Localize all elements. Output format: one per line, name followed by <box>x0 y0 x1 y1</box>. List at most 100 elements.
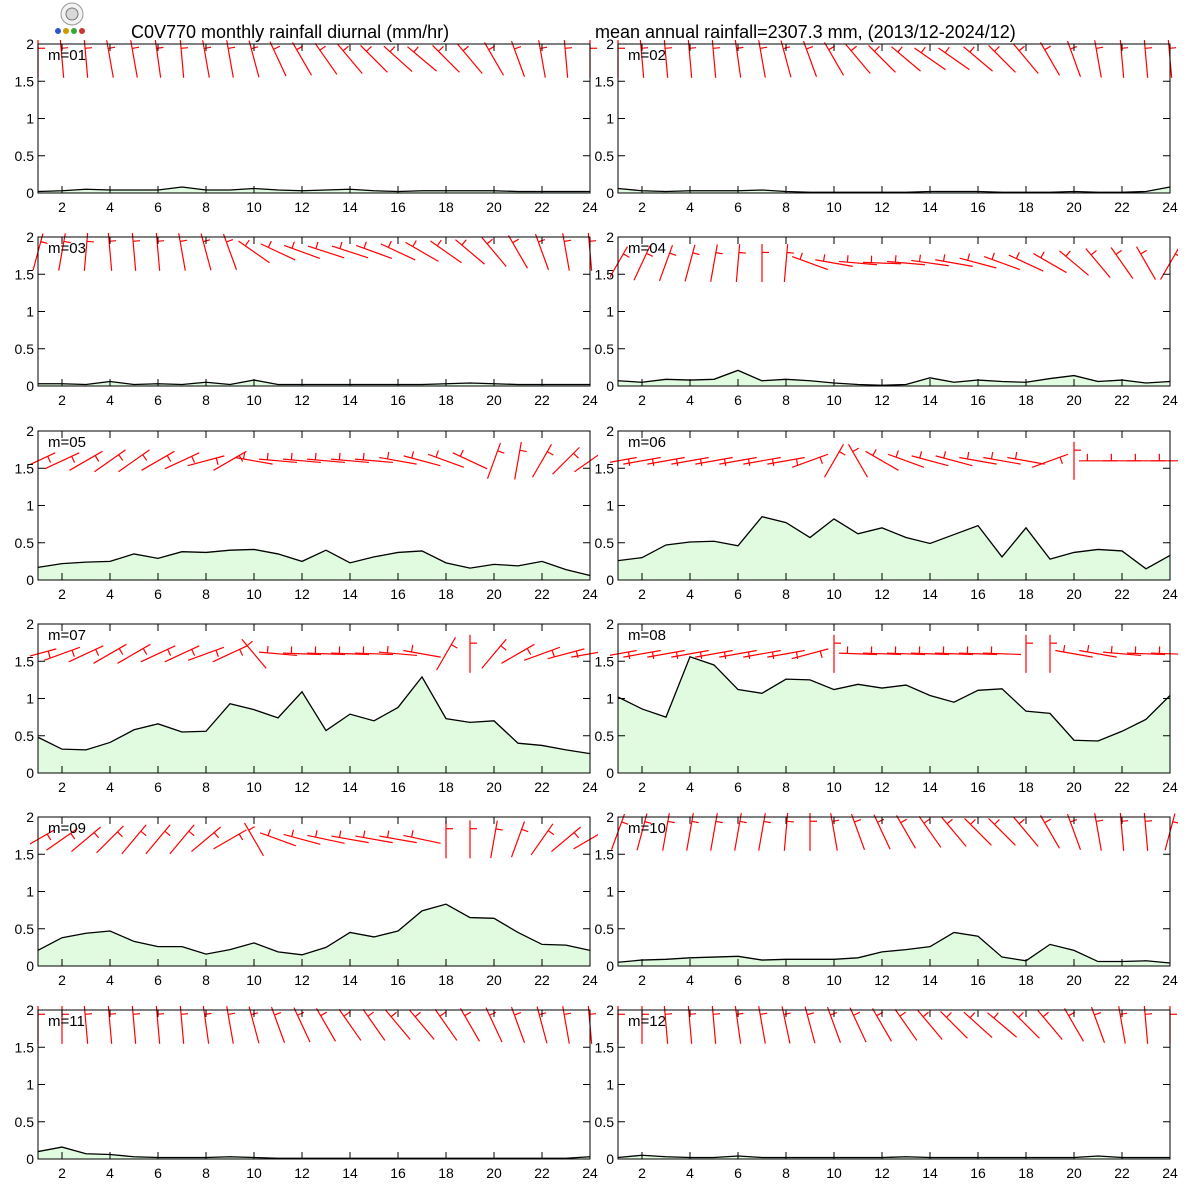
wind-barb <box>686 813 694 851</box>
y-tick-label: 0 <box>606 185 614 201</box>
y-tick-label: 0.5 <box>595 728 615 744</box>
x-tick-label: 10 <box>826 392 842 408</box>
x-tick-label: 2 <box>638 779 646 795</box>
x-tick-label: 14 <box>922 972 938 988</box>
wind-barb-tick <box>117 831 123 838</box>
y-tick-label: 1 <box>606 1077 614 1093</box>
wind-barb <box>895 815 917 849</box>
panel-m-11: 00.511.522 4 6 8 10 12 14 16 18 20 22 24m=11 <box>15 1002 598 1181</box>
wind-barb <box>815 259 853 267</box>
y-tick-label: 2 <box>26 616 34 632</box>
wind-barb <box>94 449 126 473</box>
wind-barb <box>179 40 185 78</box>
wind-barb <box>145 824 171 855</box>
wind-barb <box>1094 813 1102 851</box>
wind-barb-tick <box>713 1013 721 1015</box>
wind-barb <box>169 824 195 855</box>
x-tick-label: 16 <box>390 392 406 408</box>
x-tick-label: 2 <box>638 586 646 602</box>
wind-barb <box>647 456 685 465</box>
wind-barb <box>530 823 554 856</box>
wind-barb-tick <box>71 649 75 657</box>
wind-barb-tick <box>133 1013 141 1015</box>
wind-barb-tick <box>166 455 172 462</box>
wind-barb <box>719 456 757 465</box>
x-tick-label: 2 <box>638 199 646 215</box>
x-tick-label: 24 <box>1162 586 1178 602</box>
wind-barb-tick <box>238 833 244 841</box>
x-tick-label: 10 <box>246 1165 262 1181</box>
wind-barb-tick <box>338 830 342 838</box>
y-tick-label: 0.5 <box>595 148 615 164</box>
wind-barb-tick <box>386 830 390 838</box>
x-tick-label: 12 <box>294 392 310 408</box>
x-tick-label: 22 <box>534 392 550 408</box>
x-tick-label: 12 <box>294 779 310 795</box>
wind-barb <box>735 244 741 283</box>
wind-barb-tick <box>451 644 458 649</box>
rain-area <box>38 187 590 193</box>
x-tick-label: 4 <box>686 972 694 988</box>
y-tick-label: 1 <box>26 884 34 900</box>
wind-barb <box>935 455 973 467</box>
wind-barb <box>687 1006 693 1044</box>
wind-barb <box>459 1008 481 1042</box>
x-tick-label: 24 <box>582 1165 598 1181</box>
wind-barb <box>283 244 321 259</box>
y-tick-label: 0 <box>606 378 614 394</box>
wind-barb <box>259 651 297 657</box>
wind-barb-tick <box>819 456 823 464</box>
x-tick-label: 8 <box>202 1165 210 1181</box>
wind-barb <box>871 1008 893 1042</box>
wind-barb <box>164 452 200 470</box>
wind-barb <box>917 1009 943 1040</box>
x-tick-label: 20 <box>1066 972 1082 988</box>
wind-barb-tick <box>519 449 527 453</box>
wind-barb <box>307 245 345 259</box>
x-tick-label: 22 <box>1114 1165 1130 1181</box>
wind-barb-tick <box>47 650 51 658</box>
wind-barb <box>238 240 270 264</box>
wind-barb <box>379 835 417 844</box>
wind-barb <box>868 45 896 73</box>
wind-barbs <box>30 441 598 480</box>
wind-barbs <box>610 634 1178 673</box>
wind-barb-tick <box>627 458 631 466</box>
wind-barb <box>93 643 127 664</box>
wind-barb-tick <box>540 46 548 50</box>
wind-barb <box>380 243 416 261</box>
wind-barb-tick <box>760 1012 768 1016</box>
panel-frame <box>37 43 591 194</box>
wind-barb <box>270 1006 286 1043</box>
wind-barb-tick <box>70 832 76 840</box>
y-tick-label: 0 <box>606 572 614 588</box>
wind-barb <box>331 835 369 844</box>
wind-barb-tick <box>1145 1013 1153 1015</box>
wind-barb <box>154 40 162 78</box>
wind-barb-tick <box>1018 45 1025 52</box>
x-tick-label: 22 <box>1114 586 1130 602</box>
wind-barb-tick <box>459 449 464 457</box>
wind-barb-tick <box>274 1011 282 1016</box>
wind-barb <box>959 456 997 465</box>
rain-line <box>617 1154 1170 1159</box>
wind-barb-tick <box>461 239 467 246</box>
wind-barb <box>1037 1009 1063 1040</box>
wind-barbs <box>32 233 597 271</box>
x-tick-label: 12 <box>874 779 890 795</box>
x-tick-label: 4 <box>106 779 114 795</box>
wind-barb-tick <box>897 46 903 53</box>
wind-barb-tick <box>739 820 747 824</box>
y-tick-label: 1.5 <box>15 846 35 862</box>
x-tick-label: 2 <box>58 972 66 988</box>
wind-barb-tick <box>1175 253 1178 257</box>
wind-barb-tick <box>564 1012 572 1016</box>
x-tick-label: 8 <box>202 199 210 215</box>
wind-barb <box>758 813 766 851</box>
wind-barb <box>551 826 581 853</box>
wind-barb-tick <box>248 826 256 831</box>
wind-barb-tick <box>763 820 771 824</box>
wind-barb-tick <box>366 46 372 52</box>
y-tick-label: 2 <box>26 809 34 825</box>
wind-barb <box>910 652 950 656</box>
